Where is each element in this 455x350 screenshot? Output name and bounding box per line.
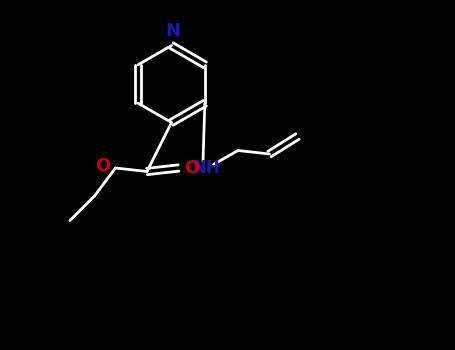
- Text: O: O: [184, 159, 199, 177]
- Text: O: O: [95, 157, 110, 175]
- Text: NH: NH: [192, 159, 220, 177]
- Text: N: N: [166, 22, 181, 40]
